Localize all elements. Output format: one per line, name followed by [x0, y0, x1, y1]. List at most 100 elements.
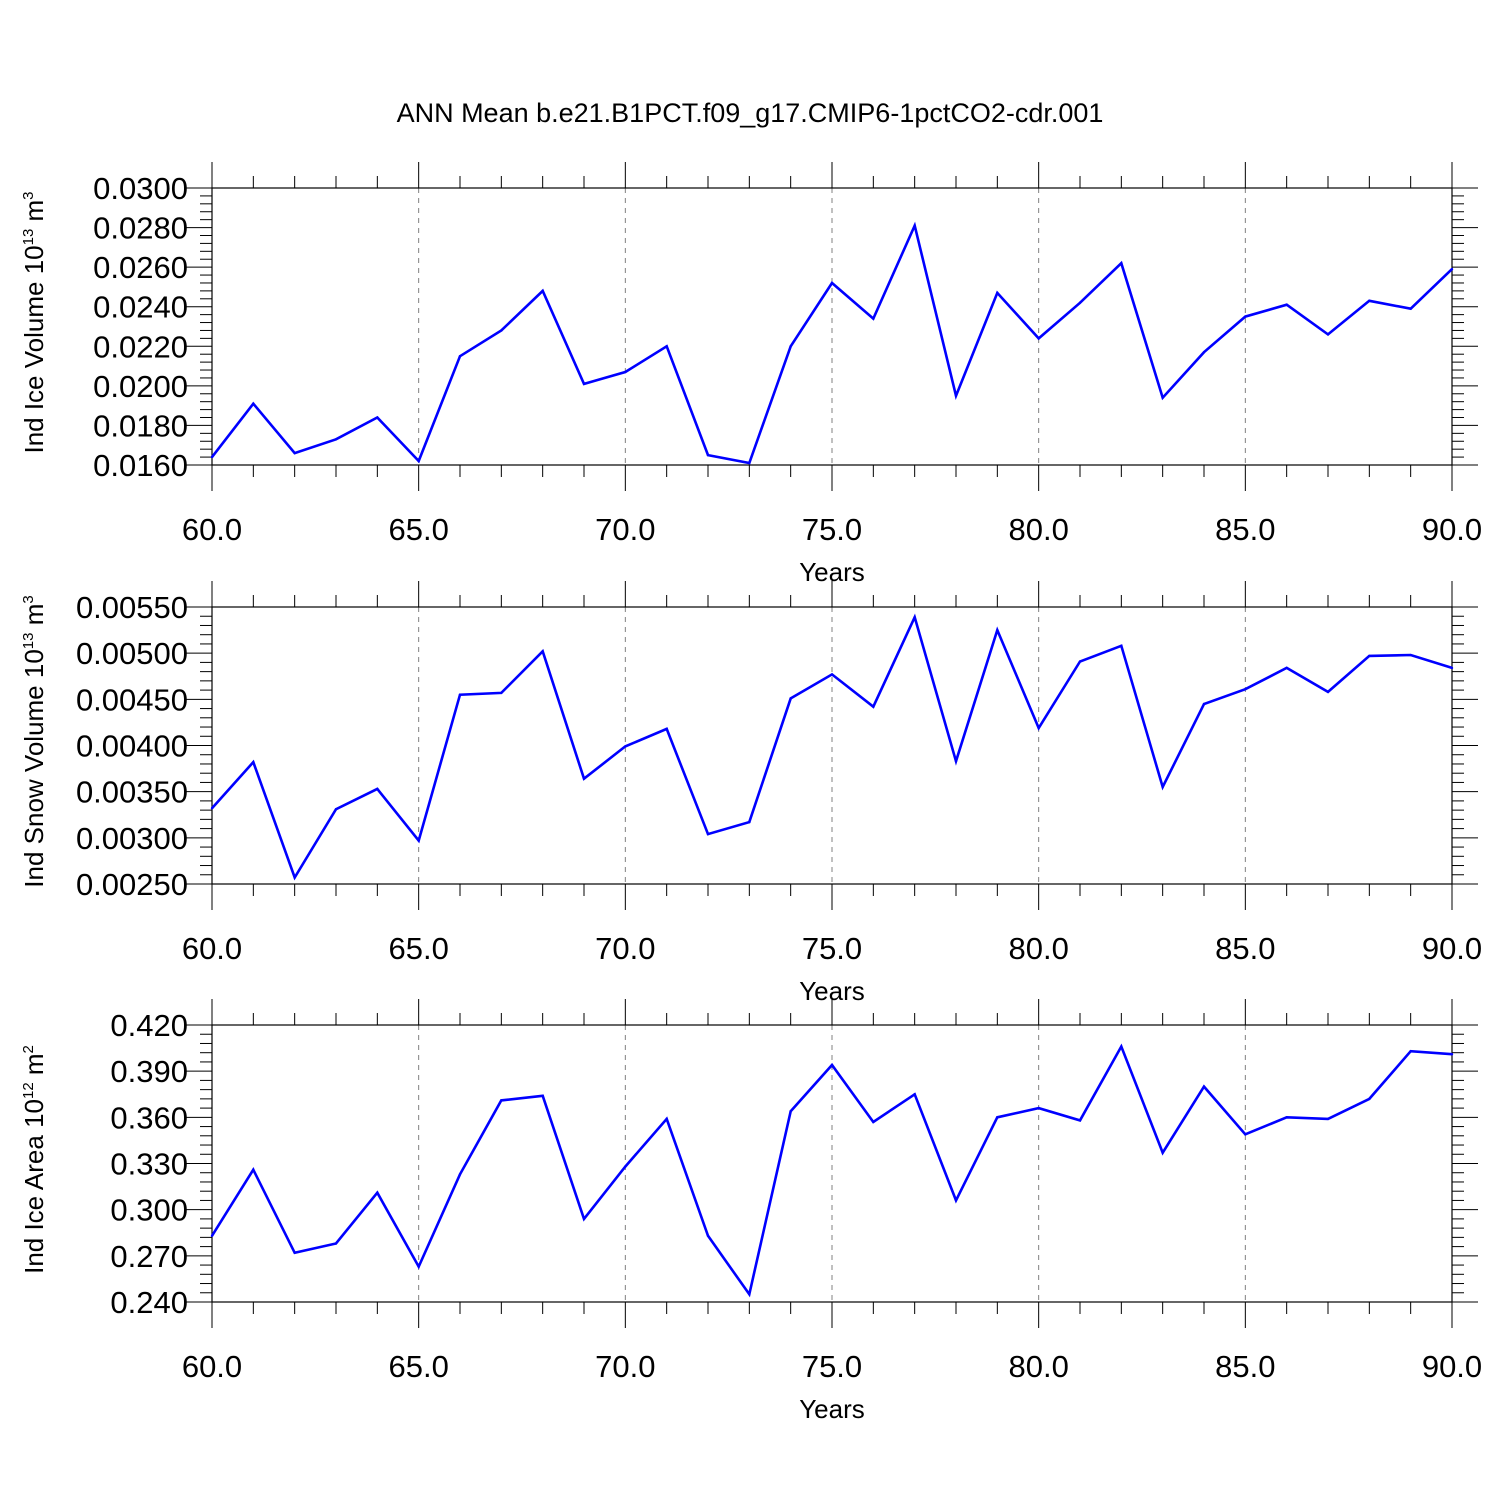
y-tick-label: 0.0260 [93, 250, 188, 285]
data-point [1244, 315, 1247, 318]
data-point [830, 1063, 834, 1067]
data-point [789, 1109, 792, 1113]
data-point [1285, 666, 1288, 670]
data-point [1285, 1116, 1288, 1119]
y-tick-label: 0.00300 [76, 821, 188, 856]
y-tick-label: 0.360 [110, 1100, 188, 1135]
data-point [252, 1168, 255, 1171]
data-point [1078, 660, 1082, 663]
data-point [1450, 666, 1454, 670]
data-point [541, 1094, 544, 1097]
x-tick-label: 65.0 [388, 1349, 448, 1384]
data-point [830, 673, 834, 676]
data-point [1161, 1151, 1164, 1154]
data-point [417, 839, 420, 842]
data-point [293, 451, 296, 455]
data-point [954, 1199, 958, 1202]
x-tick-label: 85.0 [1215, 512, 1275, 547]
data-point [665, 345, 668, 348]
data-point [913, 224, 916, 227]
data-point [1120, 644, 1123, 647]
data-point [665, 727, 668, 731]
data-point [1244, 1133, 1247, 1136]
data-point [582, 1217, 586, 1221]
data-point [210, 1234, 214, 1238]
data-point [1450, 267, 1454, 271]
data-point [1037, 337, 1040, 340]
data-point [1161, 785, 1164, 789]
page-title: ANN Mean b.e21.B1PCT.f09_g17.CMIP6-1pctC… [396, 98, 1104, 128]
data-point [376, 787, 379, 791]
data-point [1120, 1045, 1123, 1048]
y-tick-label: 0.0240 [93, 290, 188, 325]
data-point [1368, 1097, 1371, 1101]
y-tick-label: 0.0220 [93, 329, 188, 364]
chart-panel-3: 0.240 0.270 0.300 0.330 0.360 0.390 0.420 60.0 6… [19, 999, 1482, 1424]
data-point [293, 1251, 296, 1254]
x-tick-label: 90.0 [1422, 512, 1482, 547]
x-axis-title: Years [799, 1394, 865, 1424]
x-tick-label: 70.0 [595, 512, 655, 547]
data-point [706, 832, 710, 836]
data-point [458, 354, 462, 358]
data-point [1326, 333, 1330, 336]
x-tick-label: 60.0 [182, 1349, 242, 1384]
y-tick-label: 0.00400 [76, 729, 188, 764]
data-point [1450, 1053, 1454, 1056]
y-axis-title: Ind Ice Area 1012 m2 [19, 1045, 49, 1274]
x-tick-label: 85.0 [1215, 1349, 1275, 1384]
data-point [500, 329, 503, 332]
y-tick-label: 0.0160 [93, 448, 188, 483]
data-point [458, 1173, 462, 1176]
data-point [1326, 690, 1330, 694]
y-tick-label: 0.00500 [76, 636, 188, 671]
x-tick-label: 75.0 [802, 512, 862, 547]
data-point [748, 461, 751, 465]
data-point [954, 394, 958, 397]
y-axis-title: Ind Snow Volume 1013 m3 [19, 595, 49, 887]
data-point [500, 691, 503, 695]
data-point [1244, 687, 1247, 691]
data-point [789, 697, 792, 700]
x-tick-label: 80.0 [1008, 1349, 1068, 1384]
data-point [417, 459, 420, 463]
data-point [706, 1234, 710, 1238]
y-tick-label: 0.240 [110, 1285, 188, 1320]
data-point [996, 291, 999, 295]
data-point [1409, 307, 1412, 310]
y-axis-title: Ind Ice Volume 1013 m3 [19, 191, 49, 453]
data-point [210, 455, 214, 459]
data-point [913, 1093, 916, 1096]
data-point [1409, 653, 1412, 657]
data-point [582, 777, 586, 780]
x-tick-label: 90.0 [1422, 931, 1482, 966]
y-tick-label: 0.0200 [93, 369, 188, 404]
y-tick-label: 0.330 [110, 1147, 188, 1182]
data-point [541, 650, 544, 653]
y-tick-label: 0.00250 [76, 867, 188, 902]
data-point [334, 438, 338, 441]
data-point [624, 1165, 627, 1168]
data-point [500, 1099, 503, 1102]
data-point [872, 317, 875, 320]
data-point [624, 370, 627, 374]
x-tick-label: 90.0 [1422, 1349, 1482, 1384]
chart-panel-2: 0.00250 0.00300 0.00350 0.00400 0.00450 0.005… [19, 581, 1482, 1006]
data-point [872, 1120, 875, 1124]
data-point [582, 382, 586, 386]
y-tick-label: 0.390 [110, 1054, 188, 1089]
data-point [996, 628, 999, 632]
data-point [1202, 702, 1206, 706]
data-point [1285, 303, 1288, 306]
chart-panel-1: 0.0160 0.0180 0.0200 0.0220 0.0240 0.0260 0.02… [19, 162, 1482, 587]
data-point [1078, 1119, 1082, 1122]
data-point [458, 693, 462, 696]
x-tick-label: 70.0 [595, 931, 655, 966]
data-point [293, 876, 296, 879]
x-tick-label: 75.0 [802, 1349, 862, 1384]
x-tick-label: 80.0 [1008, 931, 1068, 966]
x-tick-label: 65.0 [388, 931, 448, 966]
x-tick-label: 70.0 [595, 1349, 655, 1384]
x-tick-label: 75.0 [802, 931, 862, 966]
data-point [1037, 1106, 1040, 1110]
